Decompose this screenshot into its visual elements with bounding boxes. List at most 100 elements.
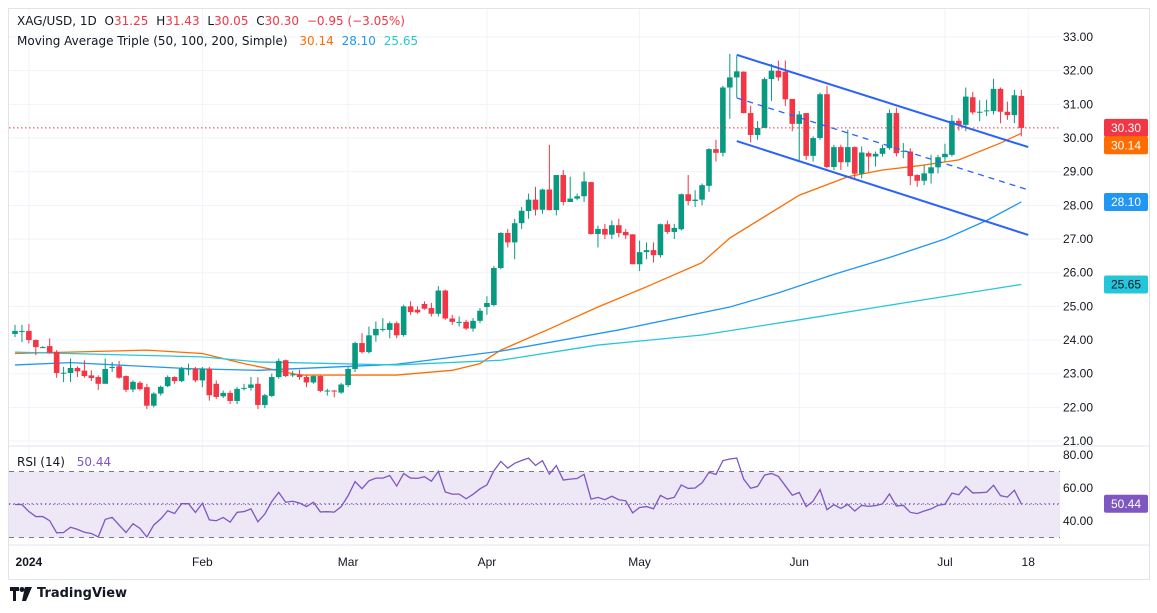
candle-body	[900, 150, 907, 152]
price-tick-label: 29.00	[1063, 165, 1093, 179]
symbol-legend[interactable]: XAG/USD, 1D O31.25 H31.43 L30.05 C30.30 …	[17, 14, 409, 28]
candle	[33, 339, 39, 356]
candle	[275, 358, 282, 379]
candle	[282, 359, 289, 378]
ma200-value: 25.65	[383, 34, 419, 48]
candle-body	[116, 366, 122, 378]
candle	[997, 87, 1004, 124]
candle-body	[67, 367, 74, 374]
rsi-legend[interactable]: RSI (14) 50.44	[17, 455, 115, 469]
ohlc-open: O31.25	[104, 14, 149, 28]
candle-body	[164, 377, 171, 387]
candle	[386, 321, 393, 339]
candle-body	[428, 308, 435, 314]
candle	[796, 111, 803, 162]
candle	[629, 234, 636, 265]
candle-body	[380, 328, 386, 330]
candle	[1004, 101, 1011, 120]
ma50-price-label: 30.14	[1111, 138, 1141, 152]
candle-body	[199, 368, 206, 381]
candle-body	[727, 77, 733, 88]
candle	[609, 220, 615, 240]
candle-body	[53, 351, 60, 374]
candle	[962, 87, 969, 132]
ohlc-low: L30.05	[207, 14, 249, 28]
price-tick-label: 27.00	[1063, 232, 1093, 246]
rsi-value-label: 50.44	[1111, 497, 1141, 511]
candle-body	[872, 153, 879, 157]
candle	[685, 175, 691, 206]
candle	[574, 193, 580, 201]
candle	[67, 358, 74, 383]
candle	[296, 369, 303, 380]
candle	[428, 302, 435, 317]
ma-legend[interactable]: Moving Average Triple (50, 100, 200, Sim…	[17, 34, 422, 48]
candle	[241, 383, 247, 391]
candle	[53, 350, 60, 378]
candle	[650, 242, 657, 263]
candle-body	[296, 374, 303, 378]
candle	[248, 377, 254, 391]
rsi-tick-label: 40.00	[1063, 514, 1093, 528]
candle	[317, 375, 324, 393]
candle	[366, 326, 372, 354]
candle	[1018, 89, 1025, 137]
candle-body	[907, 151, 914, 177]
moving-average-line-100	[14, 201, 1022, 371]
candle	[373, 321, 379, 342]
tradingview-footer[interactable]: TradingView	[10, 586, 127, 601]
candle	[567, 176, 573, 202]
candle	[46, 338, 53, 354]
candle	[560, 169, 567, 206]
candle-body	[733, 71, 740, 78]
candle	[157, 385, 164, 396]
candle-body	[851, 147, 858, 174]
candle	[74, 366, 81, 378]
candle-body	[997, 88, 1004, 112]
candle-body	[949, 120, 955, 155]
candle	[699, 183, 705, 206]
candle-body	[942, 153, 948, 158]
candle-body	[650, 250, 657, 256]
rsi-band-fill	[9, 471, 1060, 538]
candle-body	[248, 384, 254, 388]
candle-body	[463, 321, 469, 329]
candle	[26, 323, 32, 344]
candle-body	[352, 343, 358, 369]
candle	[262, 393, 268, 409]
candle-body	[615, 225, 622, 233]
candle-body	[303, 377, 310, 383]
candle	[234, 387, 240, 405]
candle	[511, 218, 518, 260]
candle-body	[678, 194, 685, 230]
candle-body	[886, 113, 893, 149]
candle-body	[976, 111, 983, 113]
candle-body	[622, 231, 629, 236]
candle	[733, 55, 740, 98]
candle	[907, 148, 914, 186]
candle-body	[213, 383, 220, 397]
candle	[969, 91, 976, 115]
candle	[664, 220, 671, 234]
candle	[109, 361, 115, 373]
candle-body	[768, 70, 775, 80]
candle-body	[414, 309, 421, 313]
candle	[331, 389, 338, 398]
candle	[879, 144, 886, 157]
candle-body	[602, 228, 608, 235]
candle-body	[865, 153, 872, 157]
candle-body	[88, 375, 95, 379]
candle	[914, 174, 920, 187]
candle-body	[713, 149, 719, 153]
ma200-price-label: 25.65	[1111, 277, 1141, 291]
candle-body	[393, 323, 400, 336]
candle	[137, 381, 143, 391]
ma100-price-label-bg	[1104, 192, 1148, 211]
candle	[310, 375, 317, 384]
candle-body	[46, 346, 53, 353]
candle	[976, 100, 983, 122]
candle	[338, 383, 344, 394]
candle-body	[442, 290, 449, 319]
candle-body	[525, 199, 532, 212]
